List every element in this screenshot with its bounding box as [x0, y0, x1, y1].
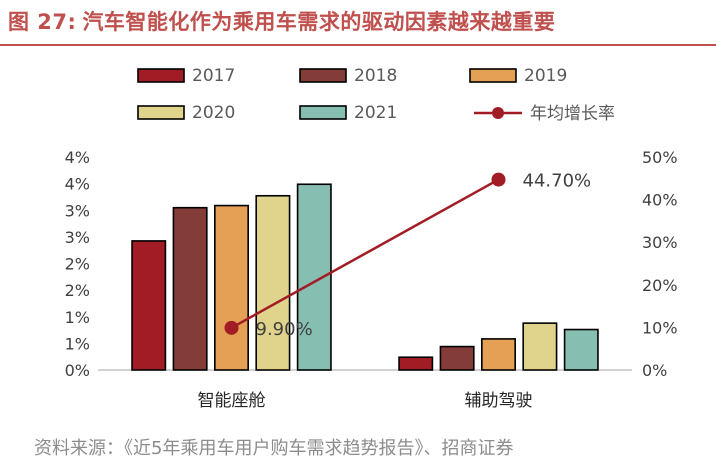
growth-line-path — [230, 178, 500, 329]
y-left-tick-label: 1% — [65, 308, 90, 327]
legend-swatch-2021 — [299, 105, 347, 120]
legend: 2017 2018 2019 2020 2021 年均增长率 — [137, 66, 615, 124]
legend-label-2021: 2021 — [354, 103, 397, 123]
legend-label-growth: 年均增长率 — [530, 104, 615, 124]
legend-label-2019: 2019 — [524, 66, 567, 86]
y-left-tick-label: 0% — [65, 361, 90, 380]
growth-point-智能座舱 — [224, 320, 239, 335]
bar-2021-智能座舱 — [296, 183, 332, 371]
x-category-label: 辅助驾驶 — [465, 391, 533, 411]
legend-swatch-2018 — [299, 68, 347, 83]
chart: 2017 2018 2019 2020 2021 年均增长率 0% 1% 1% 2% 2% 3% 3%… — [65, 66, 678, 411]
y-left-tick-label: 4% — [65, 148, 90, 167]
growth-point-辅助驾驶 — [491, 172, 506, 187]
bar-2020-智能座舱 — [255, 194, 291, 371]
y-right-tick-label: 40% — [642, 191, 678, 210]
axes: 0% 1% 1% 2% 2% 3% 3% 4% 4% 0% 10% 20% 30% 40% 50% 智能座舱 辅… — [65, 148, 678, 411]
growth-data-label: 9.90% — [256, 319, 313, 340]
source-note: 资料来源：《近5年乘用车用户购车需求趋势报告》、招商证券 — [34, 438, 514, 459]
bar-2017-辅助驾驶 — [398, 356, 434, 371]
bars — [131, 183, 599, 371]
bar-2018-辅助驾驶 — [439, 345, 475, 371]
growth-line: 9.90% 44.70% — [224, 171, 592, 340]
x-category-label: 智能座舱 — [198, 391, 266, 411]
legend-label-2020: 2020 — [192, 103, 235, 123]
y-left-tick-label: 2% — [65, 281, 90, 300]
y-right-tick-label: 10% — [642, 318, 678, 337]
bar-2018-智能座舱 — [172, 206, 208, 371]
y-right-tick-label: 50% — [642, 148, 678, 167]
legend-label-2018: 2018 — [354, 66, 397, 86]
legend-swatch-2019 — [469, 68, 517, 83]
y-right-tick-label: 0% — [642, 361, 667, 380]
figure-title: 图 27: 汽车智能化作为乘用车需求的驱动因素越来越重要 — [8, 6, 555, 36]
bar-2019-智能座舱 — [214, 204, 249, 371]
y-left-tick-label: 4% — [65, 175, 90, 194]
y-left-tick-label: 2% — [65, 255, 90, 274]
y-left-tick-label: 3% — [65, 228, 90, 247]
bar-2017-智能座舱 — [131, 240, 167, 371]
y-left-tick-label: 1% — [65, 334, 90, 353]
growth-data-label: 44.70% — [523, 171, 592, 192]
legend-marker-growth — [492, 107, 504, 119]
figure-number: 图 27: — [8, 10, 77, 34]
figure-title-text: 汽车智能化作为乘用车需求的驱动因素越来越重要 — [82, 10, 556, 34]
legend-swatch-2020 — [137, 105, 185, 120]
y-right-tick-label: 30% — [642, 233, 678, 252]
bar-2021-辅助驾驶 — [563, 328, 599, 371]
y-right-tick-label: 20% — [642, 276, 678, 295]
bar-2019-辅助驾驶 — [481, 338, 516, 371]
y-left-tick-label: 3% — [65, 201, 90, 220]
legend-swatch-2017 — [137, 68, 185, 83]
title-rule — [0, 44, 716, 46]
legend-label-2017: 2017 — [192, 66, 235, 86]
bar-2020-辅助驾驶 — [522, 322, 558, 371]
